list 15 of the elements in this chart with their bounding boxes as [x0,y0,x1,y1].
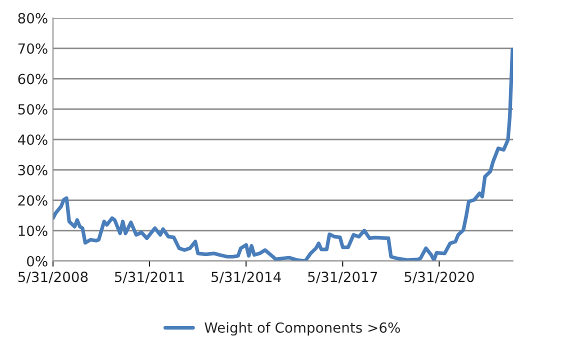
y-tick-label: 20% [18,195,48,206]
legend-label: Weight of Components >6% [204,322,400,336]
y-tick-label: 60% [18,74,48,84]
y-tick-label: 70% [18,43,48,54]
y-tick-label: 10% [18,226,48,236]
x-tick-label: 5/31/2020 [404,272,474,284]
y-tick-label: 0% [27,256,48,266]
x-tick-label: 5/31/2017 [308,272,378,284]
x-tick-label: 5/31/2011 [114,272,184,284]
x-tick-label: 5/31/2008 [18,272,88,284]
y-tick-label: 30% [18,164,48,176]
y-tick-label: 80% [18,12,48,24]
x-tick-label: 5/31/2014 [212,272,281,284]
y-tick-label: 50% [18,104,48,115]
y-tick-label: 40% [18,134,48,145]
